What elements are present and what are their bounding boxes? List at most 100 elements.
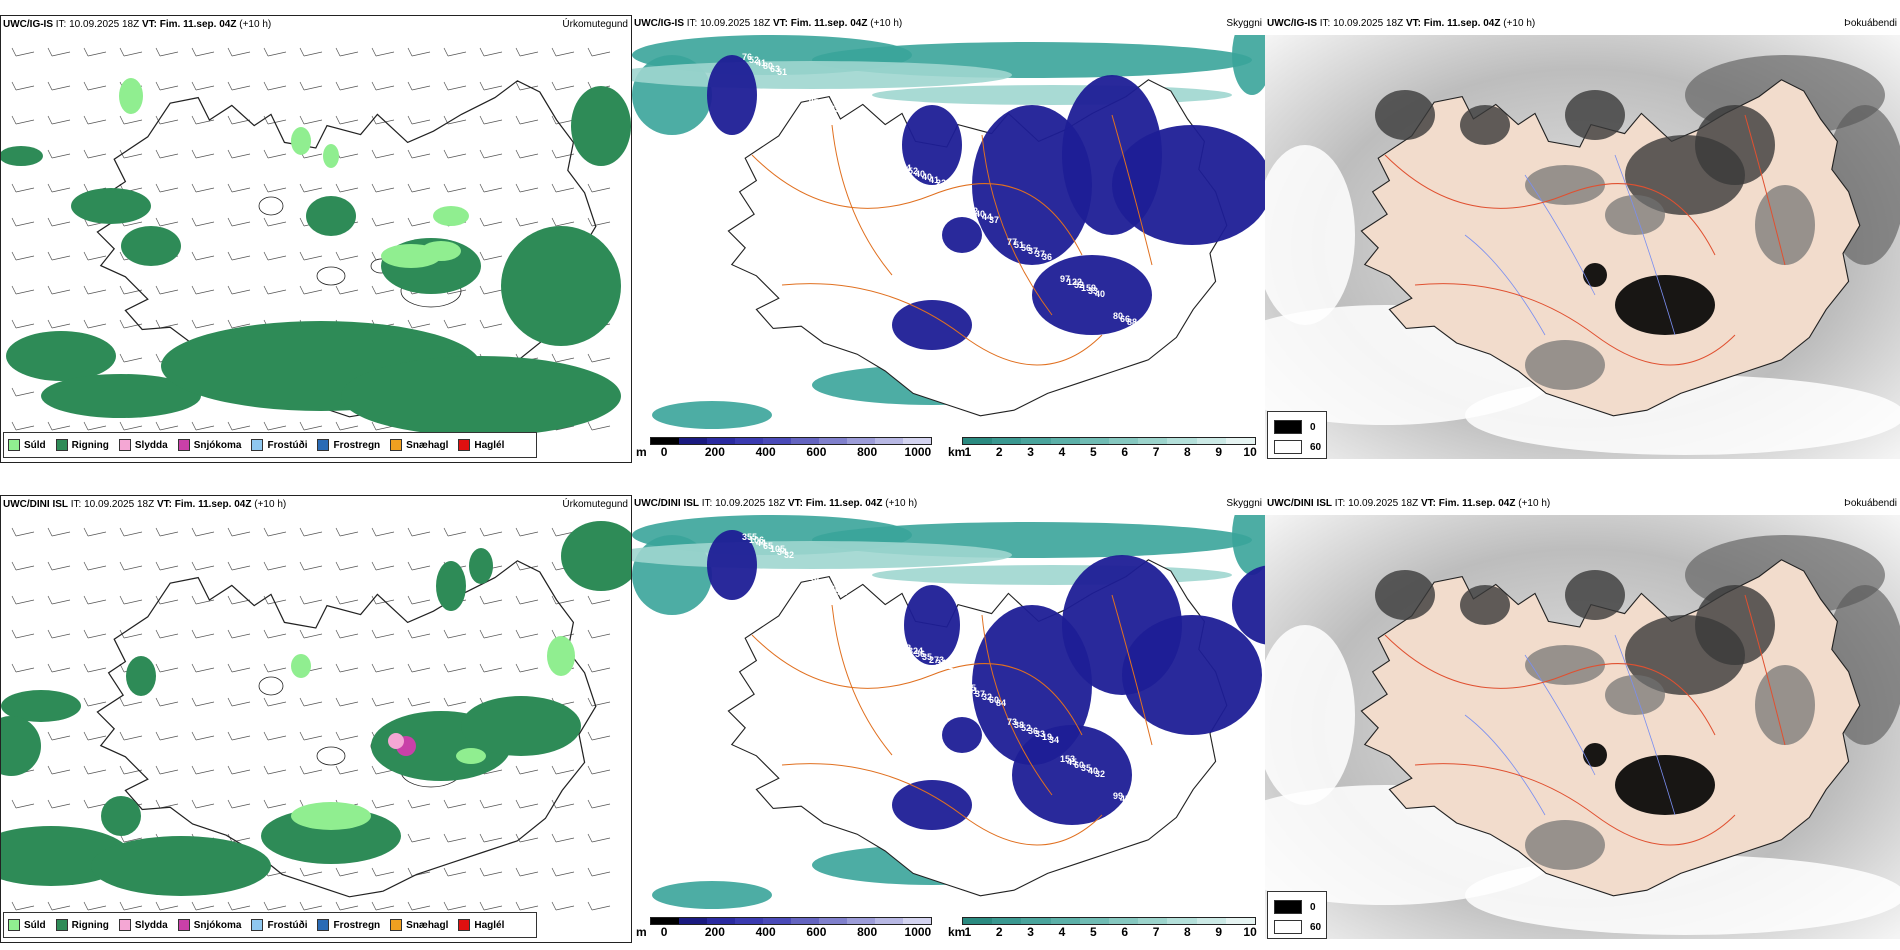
colorbar-tick: 1000 bbox=[904, 445, 932, 459]
legend-item-snæhagl: Snæhagl bbox=[390, 439, 448, 451]
legend-item-haglél: Haglél bbox=[458, 919, 504, 931]
visibility-value-label: 104 bbox=[816, 578, 831, 588]
visibility-value-label: 273 bbox=[929, 655, 944, 665]
visibility-value-label: 105 bbox=[770, 544, 785, 554]
fog-map bbox=[1265, 35, 1900, 459]
colorbar-tick: 1 bbox=[964, 445, 972, 459]
colorbar-cell bbox=[963, 438, 993, 444]
visibility-panel-bottom: UWC/DINI ISL IT: 10.09.2025 18Z VT: Fim.… bbox=[632, 495, 1265, 943]
visibility-value-label: 97 bbox=[1060, 274, 1070, 284]
visibility-value-label: 159 bbox=[1081, 283, 1096, 293]
colorbar-tick: 1 bbox=[964, 925, 972, 939]
colorbar-tick: 600 bbox=[806, 445, 827, 459]
visibility-colorbar: km 1 2 3 4 5 6 7 8 9 10 bbox=[948, 917, 1257, 939]
legend-swatch bbox=[317, 439, 330, 451]
visibility-value-label: 88 bbox=[1127, 317, 1137, 327]
colorbar-tick: 2 bbox=[995, 925, 1003, 939]
visibility-value-label: 19 bbox=[1042, 732, 1052, 742]
colorbar-cell bbox=[1138, 918, 1168, 924]
visibility-value-label: 21 bbox=[943, 661, 953, 671]
colorbar-tick: 6 bbox=[1121, 925, 1129, 939]
colorbar-tick: 400 bbox=[755, 445, 776, 459]
colorbar-cells bbox=[962, 917, 1256, 925]
precip-panel-bottom: UWC/DINI ISL IT: 10.09.2025 18Z VT: Fim.… bbox=[0, 495, 632, 943]
colorbar-cell bbox=[791, 918, 819, 924]
legend-label: Slydda bbox=[134, 919, 168, 931]
visibility-value-label: 153 bbox=[1060, 754, 1075, 764]
visibility-value-label: 355 bbox=[742, 532, 757, 542]
colorbar-cell bbox=[763, 918, 791, 924]
colorbar-cell bbox=[1021, 918, 1051, 924]
legend-item-slydda: Slydda bbox=[118, 919, 168, 931]
colorbar-cell bbox=[847, 438, 875, 444]
visibility-value-label: 58 bbox=[869, 615, 879, 625]
colorbar-tick: 3 bbox=[1027, 445, 1034, 459]
colorbar-tick: 0 bbox=[660, 925, 668, 939]
legend-label: Rigning bbox=[71, 439, 109, 451]
visibility-value-label: 52 bbox=[908, 166, 918, 176]
colorbar-cell bbox=[651, 438, 679, 444]
visibility-value-label: 38 bbox=[1014, 720, 1024, 730]
visibility-value-label: 40 bbox=[802, 92, 812, 102]
visibility-value-label: 32 bbox=[982, 692, 992, 702]
visibility-value-label: 122 bbox=[1067, 277, 1082, 287]
legend-item-frostregn: Frostregn bbox=[317, 919, 380, 931]
legend-swatch bbox=[390, 439, 403, 451]
visibility-value-label: 51 bbox=[777, 67, 787, 77]
legend-label: Frostregn bbox=[333, 919, 381, 931]
legend-label: Rigning bbox=[71, 919, 109, 931]
colorbar-tick: 4 bbox=[1058, 925, 1066, 939]
legend-label: 60 bbox=[1310, 441, 1322, 453]
visibility-value-label: 52 bbox=[837, 587, 847, 597]
colorbar-tick: 800 bbox=[857, 925, 878, 939]
visibility-value-label: 45 bbox=[1067, 757, 1077, 767]
legend-item-frostúði: Frostúði bbox=[251, 439, 307, 451]
visibility-colorbar: km 1 2 3 4 5 6 7 8 9 10 bbox=[948, 437, 1257, 459]
colorbar-cell bbox=[903, 918, 931, 924]
legend-label: Frostúði bbox=[267, 919, 308, 931]
fog-map bbox=[1265, 515, 1900, 939]
colorbar-unit: m bbox=[636, 445, 647, 459]
colorbar-tick: 600 bbox=[806, 925, 827, 939]
precip-panel-top: UWC/IG-IS IT: 10.09.2025 18Z VT: Fim. 11… bbox=[0, 15, 632, 463]
visibility-value-label: 122 bbox=[1166, 828, 1181, 838]
colorbar-cell bbox=[679, 438, 707, 444]
colorbar-tick: 5 bbox=[1089, 925, 1097, 939]
visibility-value-label: 46 bbox=[809, 95, 819, 105]
colorbar-tick: 0 bbox=[660, 445, 668, 459]
colorbar-tick: 8 bbox=[1184, 925, 1191, 939]
legend-item-frostúði: Frostúði bbox=[251, 919, 307, 931]
legend-label: Haglél bbox=[474, 919, 505, 931]
colorbar-cell bbox=[875, 918, 903, 924]
legend-label: Snæhagl bbox=[406, 919, 449, 931]
visibility-value-label: 52 bbox=[1021, 723, 1031, 733]
visibility-value-label: 74 bbox=[1180, 354, 1190, 364]
visibility-value-label: 60 bbox=[989, 695, 999, 705]
colorbar-unit: km bbox=[948, 925, 966, 939]
visibility-value-label: 41 bbox=[1180, 834, 1190, 844]
visibility-value-label: 63 bbox=[1127, 797, 1137, 807]
visibility-value-label: 40 bbox=[922, 172, 932, 182]
legend-item-snæhagl: Snæhagl bbox=[390, 919, 448, 931]
visibility-value-label: 33 bbox=[1088, 286, 1098, 296]
precip-legend: Súld Rigning Slydda Snjókoma Frostúði Frostre… bbox=[3, 432, 537, 458]
visibility-value-label: 45 bbox=[1120, 794, 1130, 804]
visibility-value-label: 34 bbox=[777, 547, 787, 557]
legend-item-rigning: Rigning bbox=[55, 919, 109, 931]
colorbar-cell bbox=[903, 438, 931, 444]
visibility-value-label: 33 bbox=[876, 138, 886, 148]
visibility-value-label: 37 bbox=[1035, 249, 1045, 259]
visibility-value-label: 40 bbox=[915, 169, 925, 179]
visibility-value-label: 49 bbox=[823, 581, 833, 591]
visibility-value-label: 40 bbox=[795, 569, 805, 579]
visibility-value-label: 66 bbox=[1120, 314, 1130, 324]
legend-label: Súld bbox=[24, 439, 46, 451]
colorbar-tick: 9 bbox=[1215, 925, 1223, 939]
visibility-value-label: 77 bbox=[1007, 237, 1017, 247]
visibility-value-label: 48 bbox=[961, 203, 971, 213]
visibility-value-label: 63 bbox=[770, 64, 780, 74]
legend-swatch bbox=[118, 919, 131, 931]
colorbar-tick: 2 bbox=[995, 445, 1003, 459]
visibility-value-label: 34 bbox=[1141, 803, 1151, 813]
visibility-value-label: 44 bbox=[756, 538, 766, 548]
